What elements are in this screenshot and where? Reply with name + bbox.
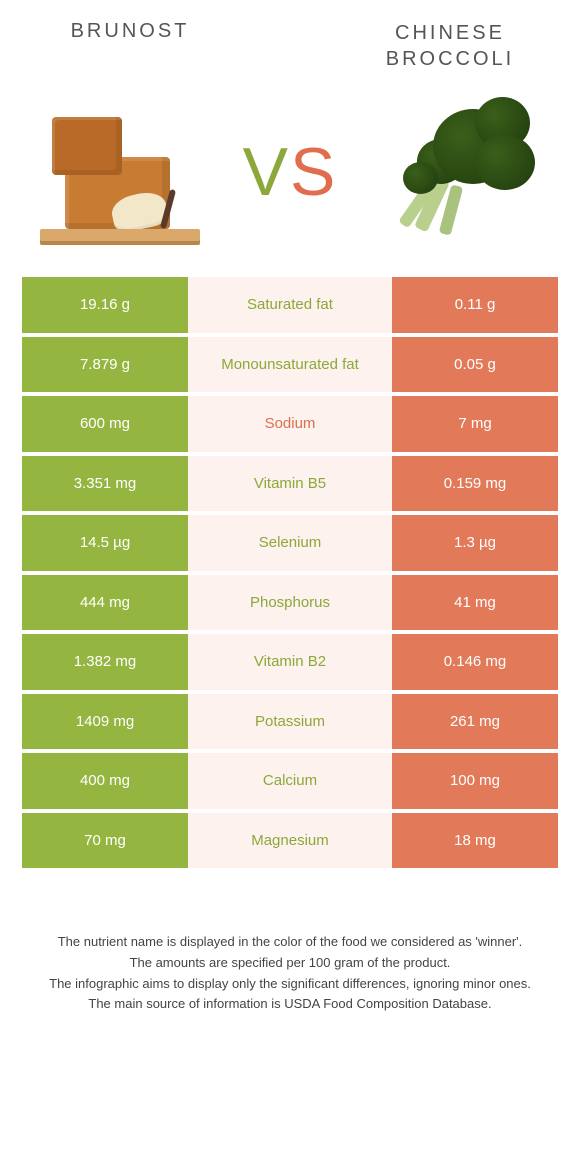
right-value: 1.3 µg (392, 515, 558, 571)
left-value: 400 mg (22, 753, 188, 809)
left-value: 19.16 g (22, 277, 188, 333)
vs-s: S (290, 133, 337, 211)
nutrient-label: Vitamin B5 (188, 456, 392, 512)
nutrient-row: 19.16 gSaturated fat0.11 g (22, 277, 558, 333)
nutrient-label: Calcium (188, 753, 392, 809)
left-value: 600 mg (22, 396, 188, 452)
footer-notes: The nutrient name is displayed in the co… (0, 872, 580, 1015)
title-right-line1: Chinese (395, 22, 505, 44)
right-value: 0.05 g (392, 337, 558, 393)
nutrient-label: Phosphorus (188, 575, 392, 631)
left-value: 1409 mg (22, 694, 188, 750)
nutrient-row: 1409 mgPotassium261 mg (22, 694, 558, 750)
title-left: Brunost (30, 20, 230, 43)
left-value: 1.382 mg (22, 634, 188, 690)
left-value: 444 mg (22, 575, 188, 631)
title-right: Chinese broccoli (350, 20, 550, 72)
vs-label: VS (243, 133, 338, 211)
right-value: 7 mg (392, 396, 558, 452)
right-value: 18 mg (392, 813, 558, 869)
right-value: 100 mg (392, 753, 558, 809)
left-value: 7.879 g (22, 337, 188, 393)
nutrient-label: Saturated fat (188, 277, 392, 333)
footer-line-3: The infographic aims to display only the… (28, 974, 552, 995)
nutrient-row: 1.382 mgVitamin B20.146 mg (22, 634, 558, 690)
title-right-line2: broccoli (386, 48, 514, 70)
nutrient-label: Sodium (188, 396, 392, 452)
right-value: 261 mg (392, 694, 558, 750)
nutrient-row: 3.351 mgVitamin B50.159 mg (22, 456, 558, 512)
right-value: 0.11 g (392, 277, 558, 333)
nutrient-row: 444 mgPhosphorus41 mg (22, 575, 558, 631)
nutrient-label: Selenium (188, 515, 392, 571)
nutrient-table: 19.16 gSaturated fat0.11 g7.879 gMonouns… (0, 277, 580, 868)
nutrient-label: Monounsaturated fat (188, 337, 392, 393)
footer-line-1: The nutrient name is displayed in the co… (28, 932, 552, 953)
nutrient-label: Magnesium (188, 813, 392, 869)
left-value: 14.5 µg (22, 515, 188, 571)
images-row: VS (0, 92, 580, 277)
nutrient-row: 400 mgCalcium100 mg (22, 753, 558, 809)
nutrient-label: Vitamin B2 (188, 634, 392, 690)
left-food-image (30, 92, 210, 252)
header: Brunost Chinese broccoli (0, 0, 580, 82)
vs-v: V (243, 133, 290, 211)
broccoli-icon (375, 97, 545, 247)
nutrient-row: 600 mgSodium7 mg (22, 396, 558, 452)
footer-line-4: The main source of information is USDA F… (28, 994, 552, 1015)
right-value: 41 mg (392, 575, 558, 631)
left-value: 70 mg (22, 813, 188, 869)
nutrient-row: 14.5 µgSelenium1.3 µg (22, 515, 558, 571)
nutrient-row: 7.879 gMonounsaturated fat0.05 g (22, 337, 558, 393)
nutrient-row: 70 mgMagnesium18 mg (22, 813, 558, 869)
right-value: 0.159 mg (392, 456, 558, 512)
right-value: 0.146 mg (392, 634, 558, 690)
left-value: 3.351 mg (22, 456, 188, 512)
nutrient-label: Potassium (188, 694, 392, 750)
footer-line-2: The amounts are specified per 100 gram o… (28, 953, 552, 974)
right-food-image (370, 92, 550, 252)
cheese-icon (40, 97, 200, 247)
